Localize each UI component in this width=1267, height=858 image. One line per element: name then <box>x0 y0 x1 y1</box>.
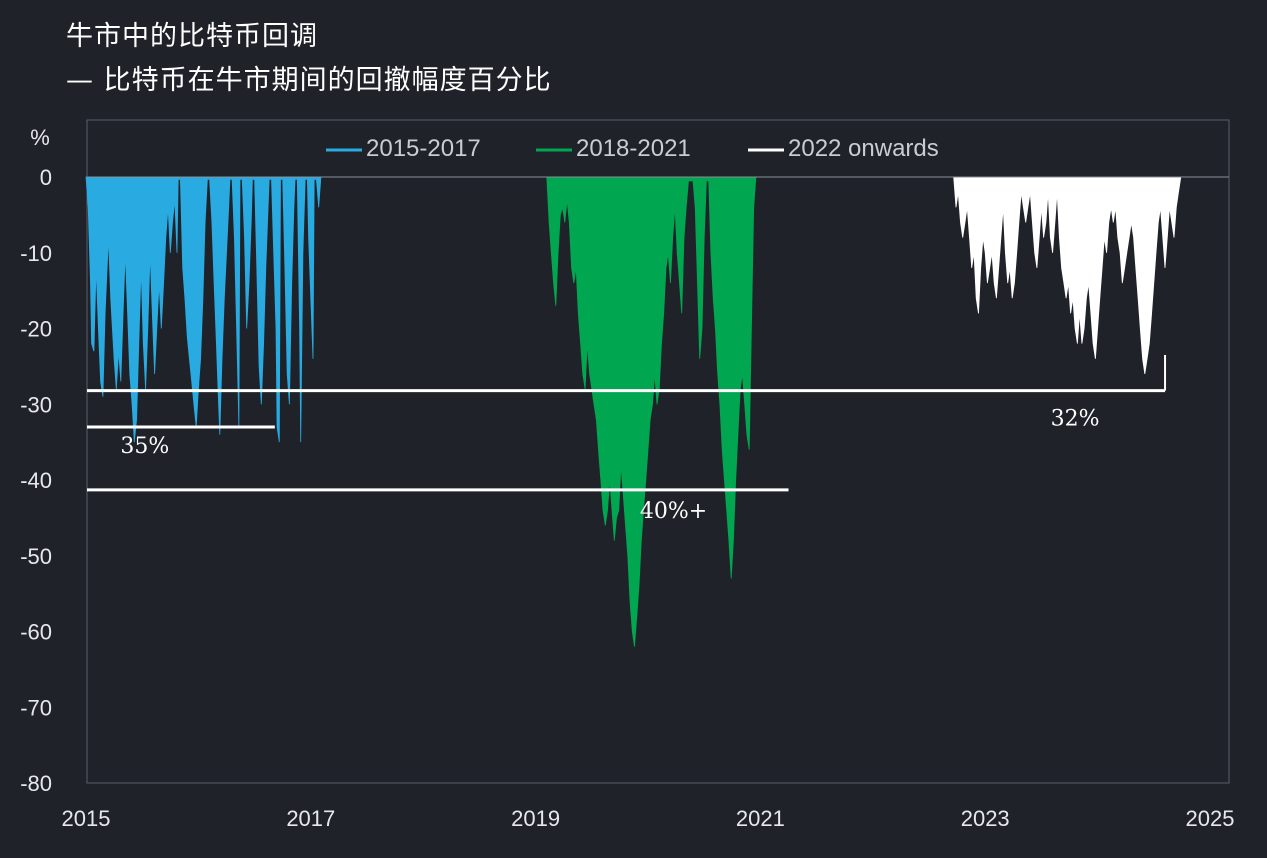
annotation-label: 32% <box>1051 407 1100 432</box>
annotation-lines: 35% 40%+ 32% <box>87 355 1167 524</box>
x-tick-label: 2015 <box>62 806 111 831</box>
drawdown-areas <box>85 176 1182 647</box>
y-tick-label: -20 <box>20 317 52 342</box>
x-tick-label: 2021 <box>736 806 785 831</box>
y-tick-label: -40 <box>20 468 52 493</box>
legend-label: 2018-2021 <box>576 135 691 162</box>
legend-label: 2022 onwards <box>788 135 939 162</box>
legend-label: 2015-2017 <box>366 135 481 162</box>
y-tick-label: 0 <box>40 165 52 190</box>
chart-subtitle: — 比特币在牛市期间的回撤幅度百分比 <box>66 65 552 96</box>
drawdown-area-series-3 <box>953 176 1182 375</box>
annotation-label: 35% <box>120 434 169 459</box>
y-tick-label: -10 <box>20 241 52 266</box>
drawdown-area-series-2 <box>546 176 757 647</box>
x-tick-label: 2025 <box>1186 806 1235 831</box>
x-tick-label: 2023 <box>961 806 1010 831</box>
chart-title: 牛市中的比特币回调 <box>66 21 318 52</box>
y-axis-ticks: 0 -10 -20 -30 -40 -50 -60 -70 -80 <box>20 165 52 796</box>
drawdown-area-series-1 <box>85 176 322 443</box>
x-tick-label: 2017 <box>286 806 335 831</box>
y-tick-label: -80 <box>20 771 52 796</box>
y-axis-unit-label: % <box>30 125 50 150</box>
x-axis-ticks: 2015 2017 2019 2021 2023 2025 <box>62 806 1235 831</box>
y-tick-label: -30 <box>20 392 52 417</box>
y-tick-label: -50 <box>20 544 52 569</box>
y-tick-label: -70 <box>20 695 52 720</box>
y-tick-label: -60 <box>20 620 52 645</box>
annotation-label: 40%+ <box>640 499 707 524</box>
x-tick-label: 2019 <box>511 806 560 831</box>
legend: 2015-2017 2018-2021 2022 onwards <box>326 135 939 162</box>
